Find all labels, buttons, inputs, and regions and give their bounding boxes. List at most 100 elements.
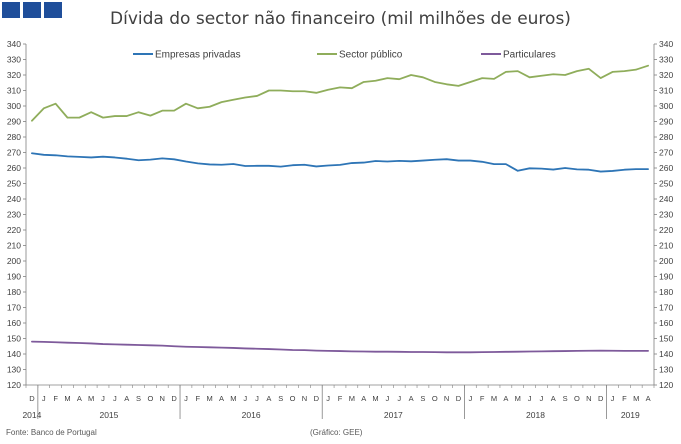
month-label: O [574,394,580,403]
month-label: M [349,394,355,403]
year-label: 2019 [621,410,640,420]
month-label: D [456,394,462,403]
logo-block [23,2,41,18]
y-tick-label-left: 180 [7,287,21,297]
credit-note: (Gráfico: GEE) [310,428,363,437]
y-tick-label-right: 150 [659,334,673,344]
y-tick-label-right: 200 [659,256,673,266]
month-label: D [171,394,177,403]
y-tick-label-left: 120 [7,380,21,390]
month-label: S [420,394,425,403]
y-tick-label-left: 190 [7,272,21,282]
month-label: J [113,394,117,403]
y-tick-label-right: 180 [659,287,673,297]
y-tick-label-right: 130 [659,365,673,375]
series-lines [31,64,649,354]
y-tick-label-left: 240 [7,194,21,204]
month-label: A [124,394,129,403]
month-label: J [42,394,46,403]
month-label: S [278,394,283,403]
year-label: 2017 [384,410,403,420]
y-tick-label-right: 170 [659,303,673,313]
y-tick-label-left: 290 [7,117,21,127]
y-tick-label-right: 240 [659,194,673,204]
logo [2,2,62,18]
month-label: J [397,394,401,403]
year-label: 2018 [526,410,545,420]
axes: 120 120 130 130 140 140 150 150 160 160 170 170 180 1… [7,39,674,420]
y-tick-label-left: 310 [7,86,21,96]
y-tick-label-left: 140 [7,349,21,359]
month-label: A [503,394,508,403]
month-label: M [230,394,236,403]
y-tick-label-right: 250 [659,179,673,189]
y-tick-label-left: 150 [7,334,21,344]
month-label: J [255,394,259,403]
month-label: M [491,394,497,403]
y-tick-label-left: 230 [7,210,21,220]
month-label: A [409,394,414,403]
month-label: D [29,394,35,403]
month-label: N [160,394,165,403]
month-label: S [136,394,141,403]
series-line-1 [31,152,649,173]
month-label: A [646,394,651,403]
month-label: M [88,394,94,403]
month-label: A [77,394,82,403]
month-label: J [540,394,544,403]
month-label: A [361,394,366,403]
y-tick-label-left: 220 [7,225,21,235]
y-tick-label-right: 270 [659,148,673,158]
y-tick-label-right: 160 [659,318,673,328]
logo-block [44,2,62,18]
series-line-3 [31,340,649,354]
y-tick-label-left: 270 [7,148,21,158]
y-tick-label-left: 170 [7,303,21,313]
month-label: J [528,394,532,403]
month-label: J [326,394,330,403]
year-label: 2016 [242,410,261,420]
month-label: M [633,394,639,403]
month-label: M [372,394,378,403]
y-tick-label-right: 190 [659,272,673,282]
month-label: J [468,394,472,403]
legend-label: Sector público [339,50,403,61]
month-label: J [386,394,390,403]
month-label: A [219,394,224,403]
month-label: A [551,394,556,403]
month-label: M [64,394,70,403]
month-label: D [314,394,320,403]
y-tick-label-left: 130 [7,365,21,375]
month-label: M [515,394,521,403]
month-label: J [184,394,188,403]
source-note: Fonte: Banco de Portugal [6,428,97,437]
y-tick-label-right: 220 [659,225,673,235]
month-label: F [338,394,343,403]
y-tick-label-right: 230 [659,210,673,220]
month-label: D [598,394,604,403]
y-tick-label-right: 320 [659,70,673,80]
month-label: F [480,394,485,403]
month-label: S [563,394,568,403]
y-tick-label-left: 280 [7,132,21,142]
month-label: N [444,394,449,403]
month-label: O [432,394,438,403]
month-label: F [196,394,201,403]
year-label: 2015 [99,410,118,420]
month-label: N [302,394,307,403]
y-tick-label-right: 340 [659,39,673,49]
y-tick-label-right: 280 [659,132,673,142]
month-label: F [53,394,58,403]
month-label: N [586,394,591,403]
legend: Empresas privadas Sector público Particula… [133,50,556,61]
y-tick-label-left: 330 [7,55,21,65]
y-tick-label-right: 300 [659,101,673,111]
month-label: J [243,394,247,403]
y-tick-label-left: 320 [7,70,21,80]
y-tick-label-left: 300 [7,101,21,111]
y-tick-label-right: 260 [659,163,673,173]
y-tick-label-right: 310 [659,86,673,96]
y-tick-label-left: 160 [7,318,21,328]
y-tick-label-right: 210 [659,241,673,251]
